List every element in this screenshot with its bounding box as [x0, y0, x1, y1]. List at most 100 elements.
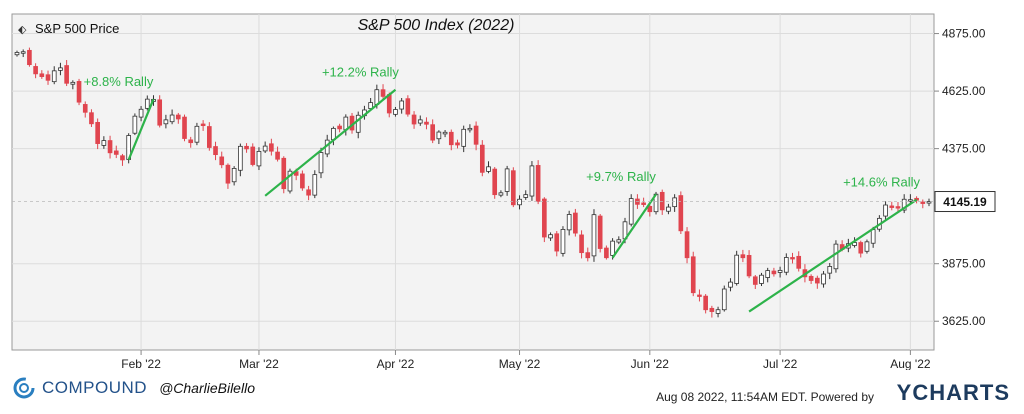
candle-body: [33, 66, 38, 75]
candle-body: [169, 114, 175, 123]
candle-body: [157, 99, 163, 126]
candle-body: [709, 307, 715, 312]
candle-body: [188, 139, 194, 144]
candle-body: [238, 145, 243, 171]
candle-body: [542, 198, 547, 238]
candle-body: [535, 165, 541, 202]
candle-body: [442, 131, 448, 135]
candle-body: [256, 150, 262, 167]
candle-body: [14, 52, 20, 56]
brand-name: COMPOUND: [42, 378, 148, 397]
candle-body: [219, 156, 225, 166]
candle-body: [616, 239, 622, 243]
candle-body: [777, 269, 783, 273]
candle-body: [604, 247, 609, 259]
x-axis: Feb '22 Mar '22 Apr '22 May '22 Jun '22 Jul '…: [121, 350, 931, 371]
candle-body: [684, 231, 690, 259]
candle-body: [281, 157, 287, 190]
candle-body: [405, 98, 411, 115]
rally-label: +9.7% Rally: [586, 169, 656, 184]
candle-body: [672, 197, 677, 208]
rally-line: [127, 98, 155, 161]
candle-body: [560, 229, 566, 254]
candle-body: [511, 170, 516, 206]
candle-body: [765, 270, 771, 278]
candle-body: [250, 146, 256, 165]
legend-label: S&P 500 Price: [35, 21, 119, 36]
candle-body: [808, 275, 814, 281]
y-tick-label: 4875.00: [942, 27, 986, 41]
candle-body: [920, 201, 926, 204]
candle-body: [448, 131, 454, 146]
x-tick-label: Mar '22: [239, 357, 279, 370]
candle-body: [690, 256, 696, 294]
candle-body: [51, 70, 57, 83]
candle-body: [213, 146, 218, 156]
candle-body: [721, 288, 727, 311]
candle-body: [312, 174, 318, 196]
candle-body: [883, 204, 888, 217]
candle-body: [498, 192, 504, 196]
y-tick-label: 3625.00: [942, 314, 986, 328]
candle-body: [790, 257, 795, 260]
candle-body: [175, 114, 181, 120]
candle-body: [393, 109, 398, 115]
candle-body: [504, 168, 510, 192]
candle-body: [144, 98, 150, 109]
candle-body: [703, 295, 708, 311]
candle-body: [380, 89, 386, 97]
candle-body: [610, 240, 615, 256]
candle-body: [262, 145, 268, 152]
candle-body: [70, 81, 76, 85]
candle-body: [579, 234, 584, 254]
candle-body: [436, 131, 442, 140]
candle-body: [89, 112, 94, 125]
last-value-box: [934, 191, 996, 213]
candle-body: [666, 206, 671, 212]
candle-body: [659, 191, 665, 211]
candle-body: [647, 205, 653, 213]
y-axis: 4875.00 4625.00 4375.00 3875.00 3625.00 4145.…: [12, 27, 996, 328]
x-tick-label: Aug '22: [890, 357, 931, 370]
candle-body: [815, 277, 820, 284]
candle-body: [908, 199, 913, 202]
candle-body: [306, 189, 311, 196]
candle-body: [548, 234, 553, 239]
candle-body: [479, 144, 485, 173]
candle-body: [641, 202, 646, 205]
ycharts-logo: YCHARTS: [897, 380, 1010, 406]
candle-body: [734, 254, 739, 284]
candle-body: [486, 166, 491, 172]
provider-name: YCHARTS: [896, 380, 1010, 405]
candle-body: [399, 100, 404, 110]
candle-body: [58, 67, 63, 71]
candle-body: [411, 114, 417, 125]
candle-body: [895, 206, 901, 209]
candle-body: [628, 198, 634, 225]
candle-body: [597, 215, 603, 249]
rally-label: +14.6% Rally: [843, 175, 920, 190]
candle-body: [200, 123, 206, 127]
candle-body: [417, 119, 423, 124]
x-tick-label: Jun '22: [631, 357, 670, 370]
candle-body: [120, 155, 125, 161]
candle-body: [269, 143, 274, 152]
x-tick-label: Apr '22: [377, 357, 415, 370]
candle-body: [76, 81, 82, 103]
plot-area: [11, 13, 935, 351]
candle-body: [554, 233, 560, 252]
candle-body: [318, 152, 324, 174]
legend: ⬖ S&P 500 Price: [18, 21, 119, 36]
candle-body: [424, 121, 429, 125]
y-tick-label: 4375.00: [942, 142, 986, 156]
candle-body: [287, 170, 293, 192]
candle-body: [566, 214, 572, 231]
candle-body: [461, 128, 467, 147]
candle-body: [27, 49, 32, 66]
candle-body: [740, 254, 746, 259]
candle-body: [20, 51, 26, 54]
candle-body: [132, 115, 138, 134]
candle-body: [45, 74, 51, 81]
candle-body: [138, 108, 144, 118]
candle-body: [678, 195, 684, 232]
